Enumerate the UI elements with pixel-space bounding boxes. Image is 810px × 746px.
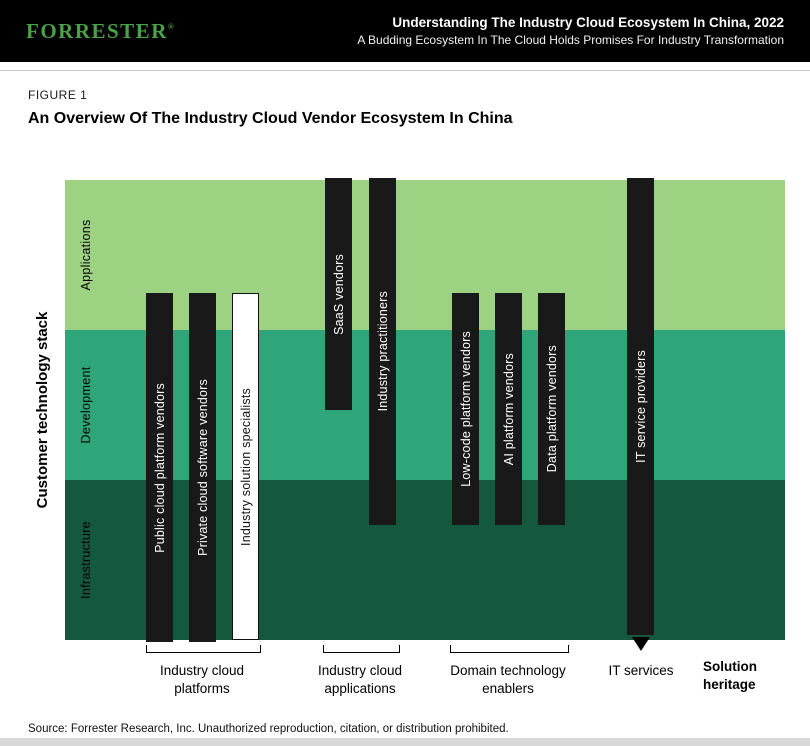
vendor-bar-ai-platform-vendors: AI platform vendors [495, 293, 522, 525]
report-title: Understanding The Industry Cloud Ecosyst… [392, 15, 784, 30]
y-axis-label: Customer technology stack [34, 311, 51, 509]
logo-text: FORRESTER [26, 18, 168, 43]
report-header: FORRESTER® Understanding The Industry Cl… [0, 0, 810, 62]
band-label-applications: Applications [79, 219, 93, 291]
vendor-bar-industry-practitioners: Industry practitioners [369, 178, 396, 525]
group-label-line: platforms [174, 681, 230, 696]
vendor-bar-it-service-providers: IT service providers [627, 178, 654, 635]
group-bracket-industry-cloud-platforms [146, 645, 261, 653]
vendor-bar-label: Private cloud software vendors [195, 379, 210, 556]
down-arrow-icon [632, 637, 650, 651]
band-label-infrastructure: Infrastructure [79, 521, 93, 599]
registered-mark-icon: ® [167, 21, 174, 31]
vendor-bar-label: Data platform vendors [544, 345, 559, 473]
solution-heritage-label: Solution heritage [703, 658, 757, 694]
header-divider [0, 70, 810, 71]
vendor-bar-label: AI platform vendors [501, 352, 516, 466]
source-note: Source: Forrester Research, Inc. Unautho… [28, 723, 509, 735]
vendor-bar-label: IT service providers [633, 350, 648, 463]
figure-title: An Overview Of The Industry Cloud Vendor… [28, 110, 513, 127]
vendor-bar-public-cloud-platform-vendors: Public cloud platform vendors [146, 293, 173, 642]
group-label-line: Industry cloud [159, 663, 245, 678]
group-label-it-services: IT services [608, 662, 673, 680]
stack-band-development: Development [65, 330, 785, 480]
vendor-bar-industry-solution-specialists: Industry solution specialists [232, 293, 259, 640]
group-label-line: applications [324, 681, 396, 696]
report-subtitle: A Budding Ecosystem In The Cloud Holds P… [357, 33, 784, 47]
vendor-bar-label: Low-code platform vendors [458, 331, 473, 487]
vendor-bar-data-platform-vendors: Data platform vendors [538, 293, 565, 525]
vendor-bar-low-code-platform-vendors: Low-code platform vendors [452, 293, 479, 525]
group-label-domain-technology-enablers: Domain technology enablers [450, 662, 566, 698]
group-bracket-industry-cloud-applications [323, 645, 400, 653]
stack-band-applications: Applications [65, 180, 785, 330]
band-label-development: Development [79, 366, 93, 444]
vendor-bar-label: Industry practitioners [375, 291, 390, 412]
vendor-bar-saas-vendors: SaaS vendors [325, 178, 352, 410]
report-title-block: Understanding The Industry Cloud Ecosyst… [357, 14, 784, 48]
vendor-bar-label: SaaS vendors [331, 253, 346, 335]
bottom-strip [0, 738, 810, 746]
vendor-bar-private-cloud-software-vendors: Private cloud software vendors [189, 293, 216, 642]
solution-heritage-line2: heritage [703, 677, 756, 692]
figure-label: FIGURE 1 [28, 88, 88, 102]
solution-heritage-line1: Solution [703, 659, 757, 674]
group-label-line: Domain technology [450, 663, 566, 678]
group-label-line: enablers [482, 681, 534, 696]
stack-band-infrastructure: Infrastructure [65, 480, 785, 640]
group-label-line: IT services [608, 663, 674, 678]
plot-area: Applications Development Infrastructure [65, 180, 785, 640]
group-bracket-domain-technology-enablers [450, 645, 569, 653]
vendor-bar-label: Public cloud platform vendors [152, 382, 167, 553]
forrester-logo: FORRESTER® [26, 19, 174, 44]
group-label-line: Industry cloud [317, 663, 403, 678]
vendor-bar-label: Industry solution specialists [238, 387, 253, 546]
group-label-industry-cloud-platforms: Industry cloud platforms [160, 662, 244, 698]
group-label-industry-cloud-applications: Industry cloud applications [318, 662, 402, 698]
